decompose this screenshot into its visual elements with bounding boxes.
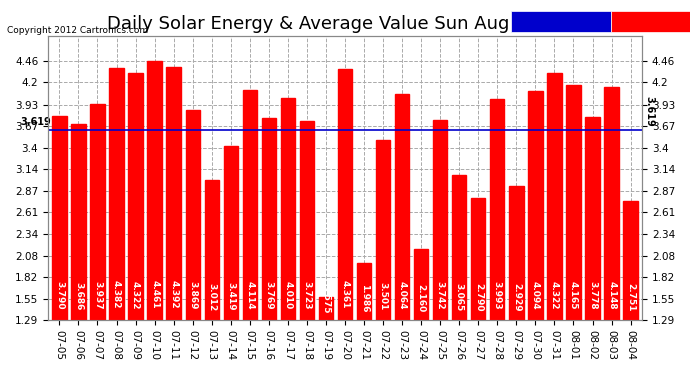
- Bar: [166, 67, 181, 375]
- Text: 2.790: 2.790: [474, 283, 483, 312]
- Text: 3.619: 3.619: [21, 117, 51, 127]
- Text: 3.937: 3.937: [93, 281, 102, 310]
- Text: 3.619: 3.619: [644, 96, 654, 127]
- Bar: [395, 94, 409, 375]
- Bar: [452, 175, 466, 375]
- Text: 3.769: 3.769: [264, 281, 273, 310]
- Bar: [471, 198, 486, 375]
- Text: 3.686: 3.686: [74, 282, 83, 310]
- Text: 4.461: 4.461: [150, 280, 159, 309]
- Bar: [414, 249, 428, 375]
- Text: 4.010: 4.010: [284, 281, 293, 309]
- Title: Daily Solar Energy & Average Value Sun Aug 5 06:01: Daily Solar Energy & Average Value Sun A…: [107, 15, 583, 33]
- Bar: [148, 61, 161, 375]
- Bar: [319, 297, 333, 375]
- Bar: [186, 110, 200, 375]
- Text: 4.114: 4.114: [246, 281, 255, 309]
- Bar: [52, 116, 66, 375]
- Text: 4.165: 4.165: [569, 281, 578, 309]
- Text: 3.778: 3.778: [588, 281, 597, 310]
- Text: 3.419: 3.419: [226, 282, 235, 310]
- Bar: [281, 98, 295, 375]
- Text: 2.751: 2.751: [626, 283, 635, 312]
- Text: 4.361: 4.361: [340, 280, 350, 309]
- Text: 4.322: 4.322: [550, 280, 559, 309]
- Text: Daily   ($): Daily ($): [614, 16, 668, 26]
- Text: 3.869: 3.869: [188, 281, 197, 310]
- Text: 4.094: 4.094: [531, 281, 540, 309]
- Text: 3.065: 3.065: [455, 283, 464, 311]
- Bar: [433, 120, 447, 375]
- Text: 4.064: 4.064: [397, 281, 406, 309]
- Bar: [110, 68, 124, 375]
- Bar: [529, 91, 542, 375]
- Bar: [128, 72, 143, 375]
- Text: 4.382: 4.382: [112, 280, 121, 309]
- Text: 1.575: 1.575: [322, 285, 331, 314]
- Bar: [604, 87, 619, 375]
- Text: 2.160: 2.160: [417, 284, 426, 312]
- Bar: [299, 122, 314, 375]
- Bar: [357, 263, 371, 375]
- Bar: [71, 124, 86, 375]
- Bar: [509, 186, 524, 375]
- Bar: [338, 69, 352, 375]
- Bar: [262, 118, 276, 375]
- Text: 4.148: 4.148: [607, 280, 616, 309]
- Bar: [204, 180, 219, 375]
- Text: 4.392: 4.392: [169, 280, 178, 309]
- Text: 3.742: 3.742: [435, 281, 444, 310]
- Bar: [585, 117, 600, 375]
- Bar: [624, 201, 638, 375]
- Text: 3.993: 3.993: [493, 281, 502, 309]
- Text: 3.012: 3.012: [207, 283, 216, 311]
- Text: 3.723: 3.723: [302, 282, 311, 310]
- Bar: [224, 146, 238, 375]
- Bar: [376, 140, 391, 375]
- Text: 3.501: 3.501: [379, 282, 388, 310]
- Bar: [490, 99, 504, 375]
- Text: 4.322: 4.322: [131, 280, 140, 309]
- Bar: [90, 104, 105, 375]
- Bar: [243, 90, 257, 375]
- Text: Copyright 2012 Cartronics.com: Copyright 2012 Cartronics.com: [7, 26, 148, 35]
- Bar: [566, 86, 580, 375]
- Text: Average  ($): Average ($): [514, 16, 582, 26]
- Text: 2.929: 2.929: [512, 283, 521, 311]
- Text: 1.986: 1.986: [359, 284, 368, 313]
- Bar: [547, 72, 562, 375]
- Text: 3.790: 3.790: [55, 281, 64, 310]
